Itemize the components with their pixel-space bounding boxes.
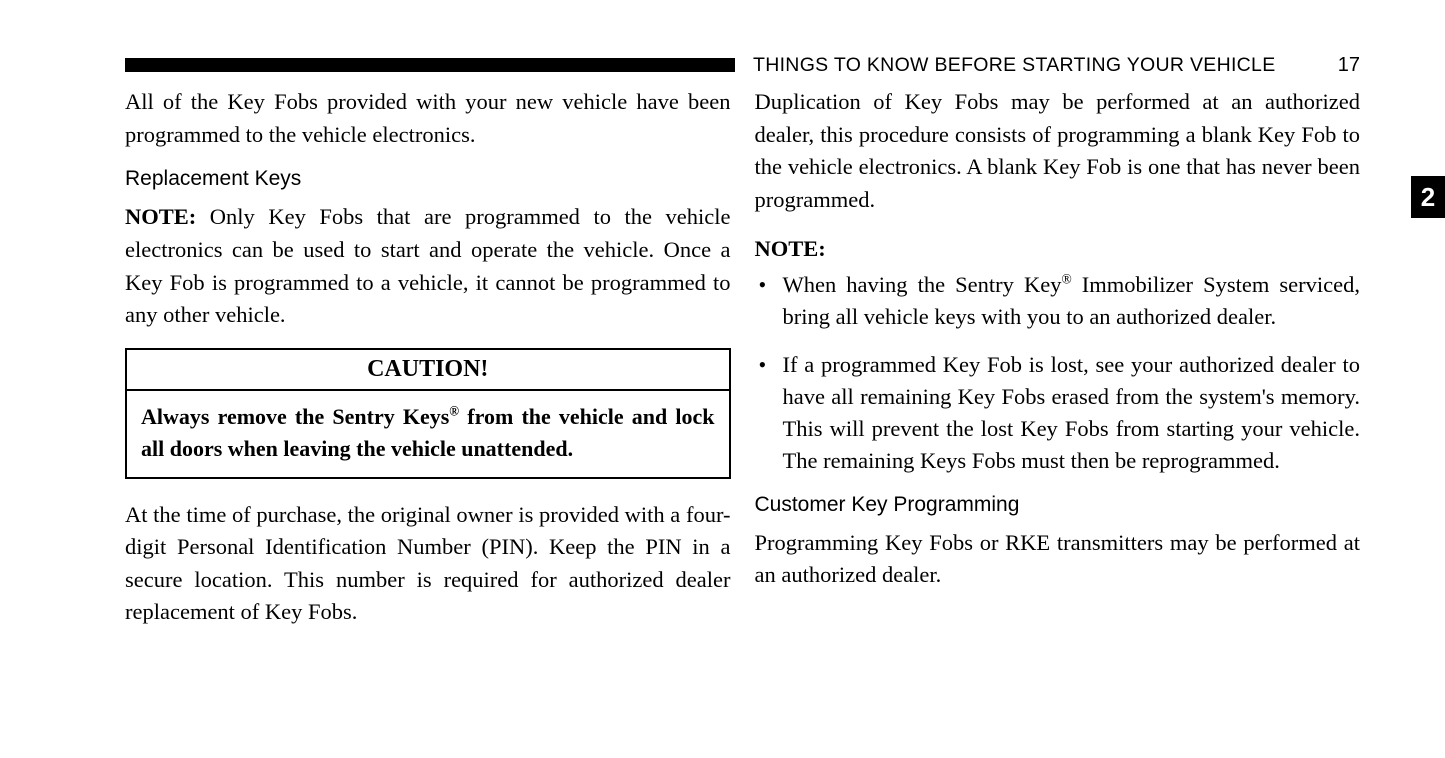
replacement-keys-heading: Replacement Keys <box>125 167 731 191</box>
header-rule <box>125 58 735 72</box>
note-label-2: NOTE: <box>755 236 826 261</box>
registered-icon: ® <box>449 403 459 418</box>
note-list: When having the Sentry Key® Immobilizer … <box>755 269 1361 477</box>
left-column: All of the Key Fobs provided with your n… <box>125 86 731 629</box>
registered-icon: ® <box>1061 272 1071 287</box>
caution-title: CAUTION! <box>127 350 729 391</box>
bullet1-pre: When having the Sentry Key <box>783 272 1062 297</box>
note-bullet-2: If a programmed Key Fob is lost, see you… <box>755 349 1361 477</box>
note-bullet-1: When having the Sentry Key® Immobilizer … <box>755 269 1361 333</box>
caution-text-pre: Always remove the Sentry Keys <box>141 404 449 429</box>
manual-page: THINGS TO KNOW BEFORE STARTING YOUR VEHI… <box>125 58 1360 718</box>
section-tab: 2 <box>1411 176 1445 218</box>
customer-key-programming-heading: Customer Key Programming <box>755 493 1361 517</box>
content-columns: All of the Key Fobs provided with your n… <box>125 86 1360 629</box>
duplication-paragraph: Duplication of Key Fobs may be performed… <box>755 86 1361 217</box>
page-header: THINGS TO KNOW BEFORE STARTING YOUR VEHI… <box>125 58 1360 72</box>
note-label: NOTE: <box>125 204 196 229</box>
intro-paragraph: All of the Key Fobs provided with your n… <box>125 86 731 151</box>
caution-body: Always remove the Sentry Keys® from the … <box>127 391 729 477</box>
programming-paragraph: Programming Key Fobs or RKE transmitters… <box>755 527 1361 592</box>
pin-paragraph: At the time of purchase, the original ow… <box>125 499 731 630</box>
caution-box: CAUTION! Always remove the Sentry Keys® … <box>125 348 731 479</box>
note-text: Only Key Fobs that are programmed to the… <box>125 204 731 327</box>
note-paragraph: NOTE: Only Key Fobs that are programmed … <box>125 201 731 332</box>
page-number: 17 <box>1328 54 1360 77</box>
section-title: THINGS TO KNOW BEFORE STARTING YOUR VEHI… <box>735 54 1328 77</box>
right-column: Duplication of Key Fobs may be performed… <box>755 86 1361 629</box>
